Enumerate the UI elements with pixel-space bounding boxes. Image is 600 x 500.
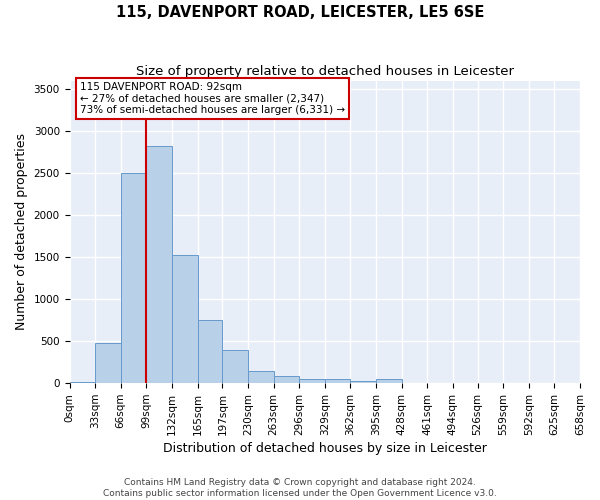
Bar xyxy=(172,256,197,383)
Bar xyxy=(197,320,223,383)
Bar xyxy=(70,382,95,383)
Bar xyxy=(274,376,299,383)
Title: Size of property relative to detached houses in Leicester: Size of property relative to detached ho… xyxy=(136,65,514,78)
Bar xyxy=(376,379,401,383)
Text: Contains HM Land Registry data © Crown copyright and database right 2024.
Contai: Contains HM Land Registry data © Crown c… xyxy=(103,478,497,498)
Bar xyxy=(223,350,248,383)
Bar xyxy=(121,173,146,383)
Bar xyxy=(248,371,274,383)
Text: 115, DAVENPORT ROAD, LEICESTER, LE5 6SE: 115, DAVENPORT ROAD, LEICESTER, LE5 6SE xyxy=(116,5,484,20)
Y-axis label: Number of detached properties: Number of detached properties xyxy=(15,134,28,330)
Bar xyxy=(299,378,325,383)
X-axis label: Distribution of detached houses by size in Leicester: Distribution of detached houses by size … xyxy=(163,442,487,455)
Bar xyxy=(350,380,376,383)
Bar xyxy=(95,343,121,383)
Bar xyxy=(146,146,172,383)
Bar xyxy=(325,378,350,383)
Text: 115 DAVENPORT ROAD: 92sqm
← 27% of detached houses are smaller (2,347)
73% of se: 115 DAVENPORT ROAD: 92sqm ← 27% of detac… xyxy=(80,82,345,116)
